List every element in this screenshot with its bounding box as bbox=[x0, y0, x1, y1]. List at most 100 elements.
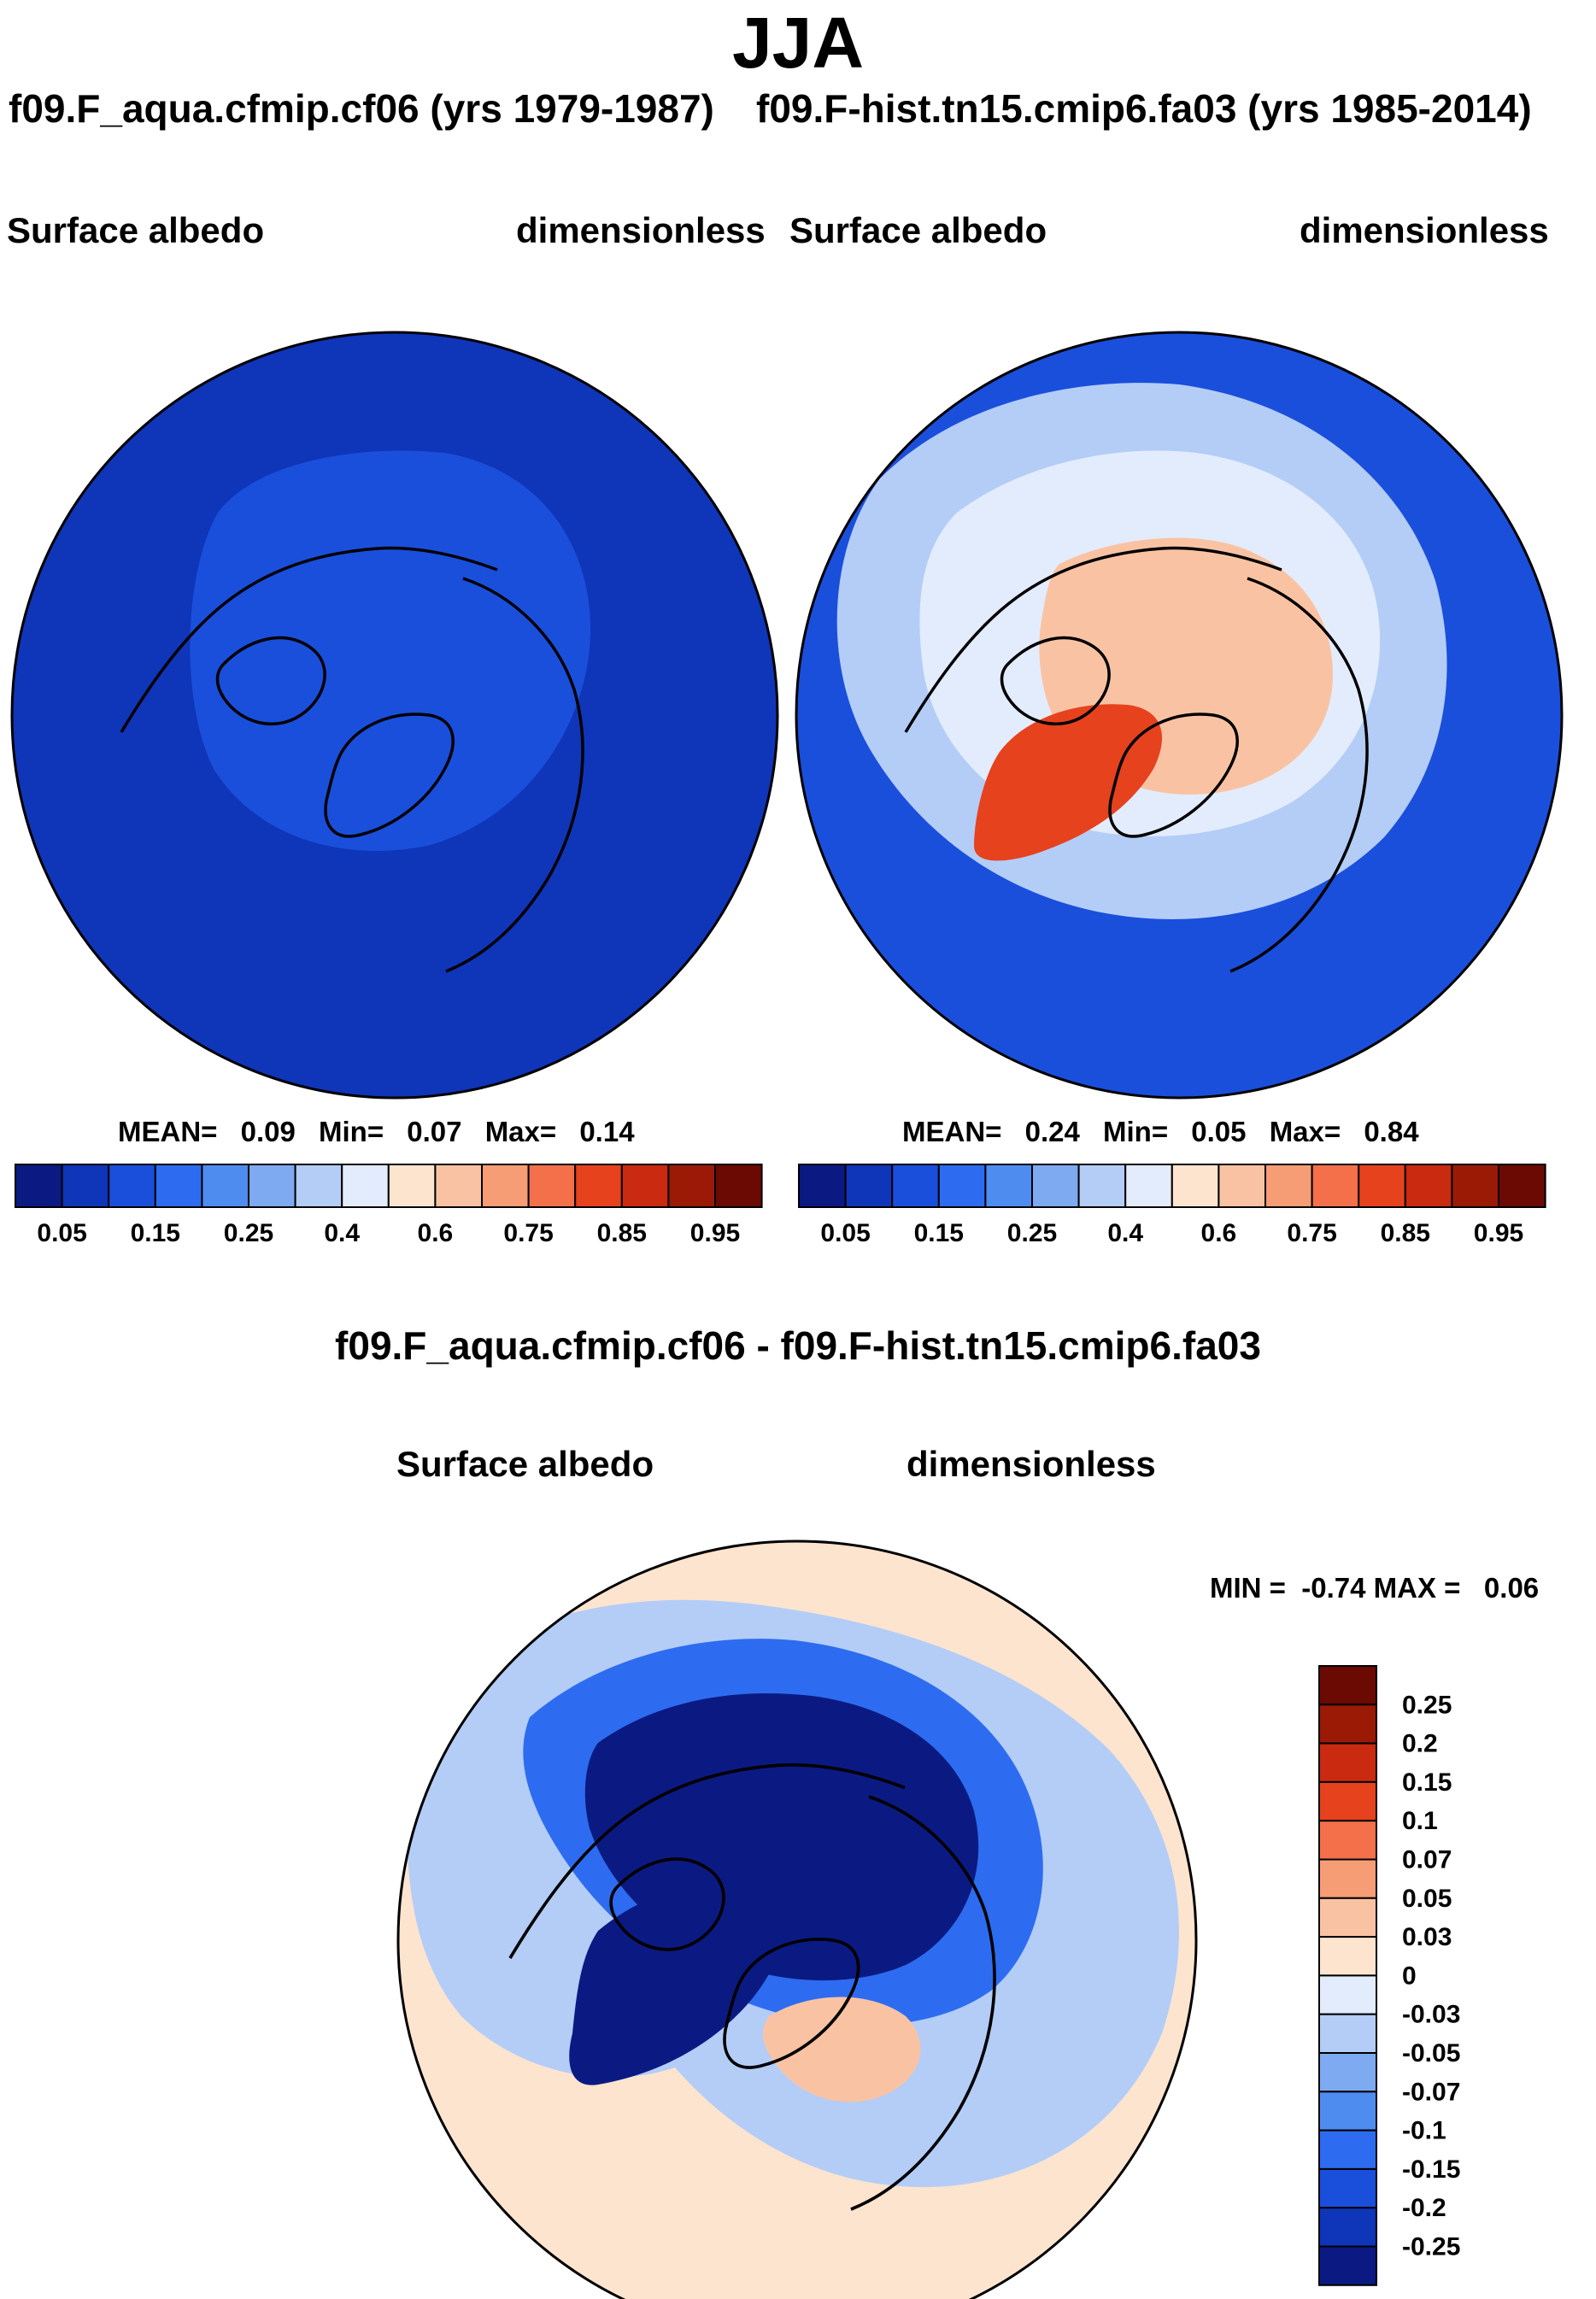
right-colorbar-swatch bbox=[891, 1164, 940, 1208]
diff-colorbar-swatch bbox=[1318, 2129, 1377, 2170]
left-coast-greenland bbox=[324, 713, 455, 838]
right-colorbar-swatch bbox=[1031, 1164, 1080, 1208]
diff-colorbar-tick: 0.03 bbox=[1402, 1923, 1452, 1951]
right-colorbar-swatch bbox=[1077, 1164, 1127, 1208]
diff-colorbar-tick: 0.05 bbox=[1402, 1885, 1452, 1913]
left-colorbar-swatch bbox=[294, 1164, 343, 1208]
left-polar-map bbox=[12, 332, 777, 1098]
diff-colorbar-tick: 0.2 bbox=[1402, 1730, 1438, 1758]
right-colorbar-swatch bbox=[1218, 1164, 1267, 1208]
right-colorbar-tick: 0.75 bbox=[1287, 1219, 1336, 1247]
diff-colorbar-swatch bbox=[1318, 1780, 1377, 1822]
left-colorbar-tick: 0.15 bbox=[131, 1219, 180, 1247]
right-min-value: 0.05 bbox=[1191, 1116, 1247, 1147]
right-central-pack-ice bbox=[1115, 604, 1254, 715]
right-colorbar-swatch bbox=[1124, 1164, 1173, 1208]
right-max-label: Max= bbox=[1269, 1116, 1341, 1147]
right-colorbar-tick: 0.05 bbox=[820, 1219, 870, 1247]
diff-colorbar-swatch bbox=[1318, 1897, 1377, 1938]
left-colorbar-swatch bbox=[154, 1164, 203, 1208]
right-coastlines bbox=[904, 546, 1369, 973]
left-colorbar-tick: 0.6 bbox=[418, 1219, 454, 1247]
left-colorbar-swatch bbox=[620, 1164, 670, 1208]
diff-colorbar-swatch bbox=[1318, 1820, 1377, 1861]
left-colorbar-swatch bbox=[387, 1164, 437, 1208]
left-coast-eurasia-coast bbox=[445, 577, 584, 973]
diff-colorbar-tick: -0.1 bbox=[1402, 2117, 1446, 2145]
diff-colorbar-swatch bbox=[1318, 2013, 1377, 2054]
right-colorbar-swatch bbox=[1498, 1164, 1546, 1208]
right-colorbar-tick: 0.95 bbox=[1474, 1219, 1523, 1247]
left-mean-label: MEAN= bbox=[118, 1116, 218, 1147]
diff-panel-units: dimensionless bbox=[907, 1444, 1156, 1484]
diff-colorbar-swatch bbox=[1318, 2052, 1377, 2093]
right-panel-stats: MEAN= 0.24 Min= 0.05 Max= 0.84 bbox=[902, 1116, 1419, 1148]
diff-coast-greenland bbox=[723, 1938, 860, 2069]
right-colorbar-swatch bbox=[984, 1164, 1034, 1208]
diff-coast-north-america-coast bbox=[508, 1762, 906, 1959]
right-colorbar: 0.05 0.15 0.25 0.4 0.6 0.75 0.85 0.95 bbox=[798, 1164, 1546, 1247]
left-panel-case-title: f09.F_aqua.cfmip.cf06 (yrs 1979-1987) bbox=[9, 86, 714, 131]
left-mean-value: 0.09 bbox=[240, 1116, 296, 1147]
right-max-value: 0.84 bbox=[1364, 1116, 1419, 1147]
right-colorbar-swatch bbox=[1404, 1164, 1453, 1208]
left-colorbar-tick: 0.95 bbox=[690, 1219, 740, 1247]
right-colorbar-swatch bbox=[1358, 1164, 1406, 1208]
diff-colorbar-tick: -0.05 bbox=[1402, 2039, 1460, 2067]
right-colorbar-swatch bbox=[937, 1164, 987, 1208]
left-coast-canadian-archipelago bbox=[215, 636, 326, 726]
left-coastlines bbox=[120, 546, 584, 973]
right-coast-canadian-archipelago bbox=[1000, 636, 1111, 726]
left-colorbar-swatch bbox=[667, 1164, 717, 1208]
diff-colorbar-swatch bbox=[1318, 1974, 1377, 2015]
diff-scandinavia bbox=[762, 1997, 921, 2103]
right-colorbar-swatch bbox=[798, 1164, 847, 1208]
right-coast-greenland bbox=[1108, 713, 1239, 838]
diff-colorbar-tick: -0.15 bbox=[1402, 2155, 1460, 2184]
right-mean-value: 0.24 bbox=[1024, 1116, 1080, 1147]
left-colorbar-swatch bbox=[434, 1164, 483, 1208]
left-colorbar-tick: 0.25 bbox=[224, 1219, 273, 1247]
left-colorbar-tick: 0.85 bbox=[597, 1219, 647, 1247]
left-map-border bbox=[10, 331, 779, 1100]
diff-greenland bbox=[569, 1884, 784, 2085]
left-colorbar-tick: 0.4 bbox=[324, 1219, 360, 1247]
right-colorbar-tick: 0.25 bbox=[1007, 1219, 1057, 1247]
diff-colorbar-tick: -0.25 bbox=[1402, 2233, 1460, 2261]
left-colorbar-swatch bbox=[61, 1164, 110, 1208]
left-coast-north-america-coast bbox=[120, 546, 498, 733]
diff-colorbar-tick: 0.15 bbox=[1402, 1768, 1452, 1797]
left-arctic-cap bbox=[190, 450, 591, 851]
right-colorbar-tick: 0.6 bbox=[1201, 1219, 1237, 1247]
left-colorbar-swatch bbox=[108, 1164, 156, 1208]
diff-coastlines bbox=[508, 1762, 996, 2211]
right-panel-case-title: f09.F-hist.tn15.cmip6.fa03 (yrs 1985-201… bbox=[756, 86, 1532, 131]
left-colorbar-swatch bbox=[527, 1164, 577, 1208]
diff-colorbar-tick: -0.03 bbox=[1402, 2001, 1460, 2029]
left-colorbar-swatch bbox=[574, 1164, 623, 1208]
right-panel-units: dimensionless bbox=[1300, 210, 1549, 250]
diff-polar-map bbox=[398, 1541, 1196, 2299]
diff-colorbar-swatch bbox=[1318, 1936, 1377, 1977]
diff-coast-canadian-archipelago bbox=[609, 1857, 725, 1951]
right-map-border bbox=[795, 331, 1564, 1100]
diff-colorbar-tick: 0.25 bbox=[1402, 1691, 1452, 1719]
left-colorbar: 0.05 0.15 0.25 0.4 0.6 0.75 0.85 0.95 bbox=[15, 1164, 763, 1247]
diff-colorbar-swatch bbox=[1318, 1704, 1377, 1745]
right-colorbar-swatch bbox=[1451, 1164, 1500, 1208]
left-colorbar-swatch bbox=[201, 1164, 249, 1208]
left-min-label: Min= bbox=[319, 1116, 384, 1147]
left-panel-units: dimensionless bbox=[516, 210, 766, 250]
right-panel-variable: Surface albedo bbox=[789, 210, 1047, 250]
diff-map-border bbox=[396, 1540, 1198, 2299]
diff-colorbar-tick: 0.07 bbox=[1402, 1846, 1452, 1874]
diff-colorbar-swatch bbox=[1318, 2167, 1377, 2209]
left-max-label: Max= bbox=[484, 1116, 557, 1147]
diff-colorbar-swatch bbox=[1318, 1665, 1377, 1706]
left-panel-stats: MEAN= 0.09 Min= 0.07 Max= 0.14 bbox=[118, 1116, 635, 1148]
diff-panel-variable: Surface albedo bbox=[396, 1444, 654, 1484]
figure-title: JJA bbox=[731, 3, 865, 83]
right-greenland-ice bbox=[974, 704, 1162, 861]
left-colorbar-tick: 0.75 bbox=[503, 1219, 553, 1247]
